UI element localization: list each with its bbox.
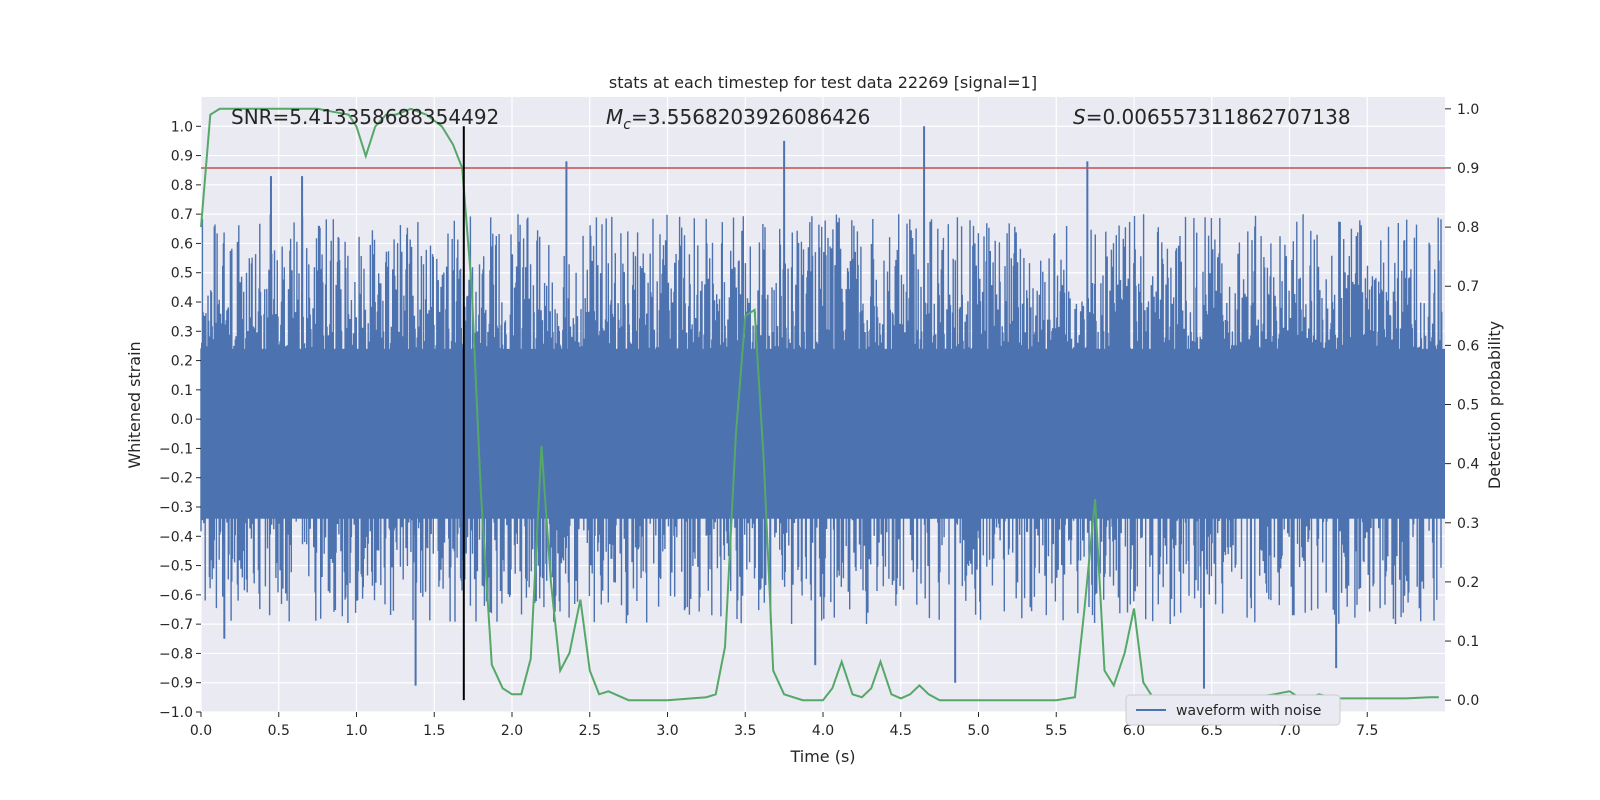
y-tick-label: 0.5 — [171, 266, 193, 282]
y2-tick-label: 0.5 — [1457, 398, 1479, 414]
y2-tick-label: 0.9 — [1457, 161, 1479, 177]
y-axis-label: Whitened strain — [125, 341, 144, 468]
y-tick-label: −0.8 — [159, 646, 193, 662]
x-tick-label: 3.0 — [656, 723, 678, 739]
y2-axis-label: Detection probability — [1485, 321, 1504, 489]
y-tick-label: −0.2 — [159, 471, 193, 487]
y2-tick-label: 0.0 — [1457, 693, 1479, 709]
x-tick-label: 5.5 — [1045, 723, 1067, 739]
mc-symbol: M — [606, 105, 623, 129]
x-tick-label: 3.5 — [734, 723, 756, 739]
x-tick-label: 7.5 — [1356, 723, 1378, 739]
y2-tick-label: 0.4 — [1457, 457, 1479, 473]
x-tick-label: 5.0 — [967, 723, 989, 739]
waveform-core-band — [201, 348, 1445, 519]
y-tick-label: −0.9 — [159, 676, 193, 692]
s-value: =0.006557311862707138 — [1086, 105, 1351, 129]
x-tick-label: 4.5 — [890, 723, 912, 739]
y-tick-label: −0.1 — [159, 441, 193, 457]
waveform-series — [200, 126, 1445, 689]
legend: waveform with noise — [1125, 694, 1341, 726]
mc-subscript: c — [623, 117, 631, 133]
y-tick-label: 0.7 — [171, 207, 193, 223]
y-axis-ticks: 1.0 0.9 0.8 0.7 0.6 0.5 0.4 0.3 0.2 0.1 0.0 −0.1 −0.… — [159, 119, 201, 721]
legend-label: waveform with noise — [1176, 703, 1321, 719]
y-tick-label: 0.0 — [171, 412, 193, 428]
mc-value: =3.5568203926086426 — [631, 105, 870, 129]
y-tick-label: −1.0 — [159, 705, 193, 721]
x-tick-label: 1.5 — [423, 723, 445, 739]
y-tick-label: 0.8 — [171, 178, 193, 194]
x-axis-label: Time (s) — [789, 747, 855, 766]
chart-title: stats at each timestep for test data 222… — [609, 73, 1037, 92]
x-tick-label: 4.0 — [812, 723, 834, 739]
y2-tick-label: 0.7 — [1457, 279, 1479, 295]
x-tick-label: 2.0 — [501, 723, 523, 739]
x-tick-label: 1.0 — [345, 723, 367, 739]
x-tick-label: 0.5 — [268, 723, 290, 739]
y2-tick-label: 0.3 — [1457, 516, 1479, 532]
y-tick-label: −0.7 — [159, 617, 193, 633]
x-tick-label: 0.0 — [190, 723, 212, 739]
s-symbol: S — [1073, 105, 1086, 129]
y2-tick-label: 0.2 — [1457, 575, 1479, 591]
x-axis-ticks: 0.0 0.5 1.0 1.5 2.0 2.5 3.0 3.5 4.0 4.5 5.0 5.5 6.0 6… — [190, 712, 1378, 739]
y-tick-label: 0.2 — [171, 354, 193, 370]
y-tick-label: −0.6 — [159, 588, 193, 604]
x-tick-label: 6.0 — [1123, 723, 1145, 739]
s-annotation: S=0.006557311862707138 — [1073, 105, 1351, 129]
y-tick-label: 1.0 — [171, 119, 193, 135]
y-tick-label: −0.5 — [159, 559, 193, 575]
chirp-mass-annotation: Mc=3.5568203926086426 — [606, 105, 870, 133]
x-tick-label: 7.0 — [1278, 723, 1300, 739]
y-tick-label: 0.1 — [171, 383, 193, 399]
y2-tick-label: 0.6 — [1457, 338, 1479, 354]
y2-tick-label: 1.0 — [1457, 102, 1479, 118]
y-tick-label: −0.3 — [159, 500, 193, 516]
y-tick-label: −0.4 — [159, 529, 193, 545]
y2-axis-ticks: 1.0 0.9 0.8 0.7 0.6 0.5 0.4 0.3 0.2 0.1 0.0 — [1445, 102, 1479, 709]
snr-annotation: SNR=5.413358688354492 — [231, 105, 499, 129]
y-tick-label: 0.6 — [171, 236, 193, 252]
x-tick-label: 2.5 — [579, 723, 601, 739]
y-tick-label: 0.4 — [171, 295, 193, 311]
y-tick-label: 0.9 — [171, 149, 193, 165]
legend-box — [1125, 694, 1341, 726]
y2-tick-label: 0.8 — [1457, 220, 1479, 236]
x-tick-label: 6.5 — [1201, 723, 1223, 739]
y2-tick-label: 0.1 — [1457, 634, 1479, 650]
y-tick-label: 0.3 — [171, 324, 193, 340]
